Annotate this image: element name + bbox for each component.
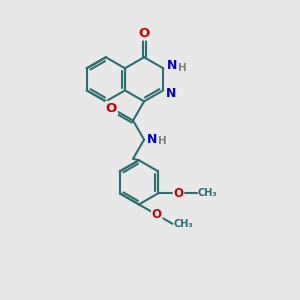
- Text: O: O: [139, 27, 150, 40]
- Text: N: N: [147, 133, 158, 146]
- Text: H: H: [178, 63, 187, 73]
- Text: O: O: [106, 102, 117, 115]
- Text: CH₃: CH₃: [173, 219, 193, 229]
- Text: H: H: [158, 136, 167, 146]
- Text: O: O: [152, 208, 162, 221]
- Text: N: N: [166, 87, 177, 100]
- Text: CH₃: CH₃: [198, 188, 217, 198]
- Text: O: O: [173, 187, 184, 200]
- Text: N: N: [167, 59, 177, 72]
